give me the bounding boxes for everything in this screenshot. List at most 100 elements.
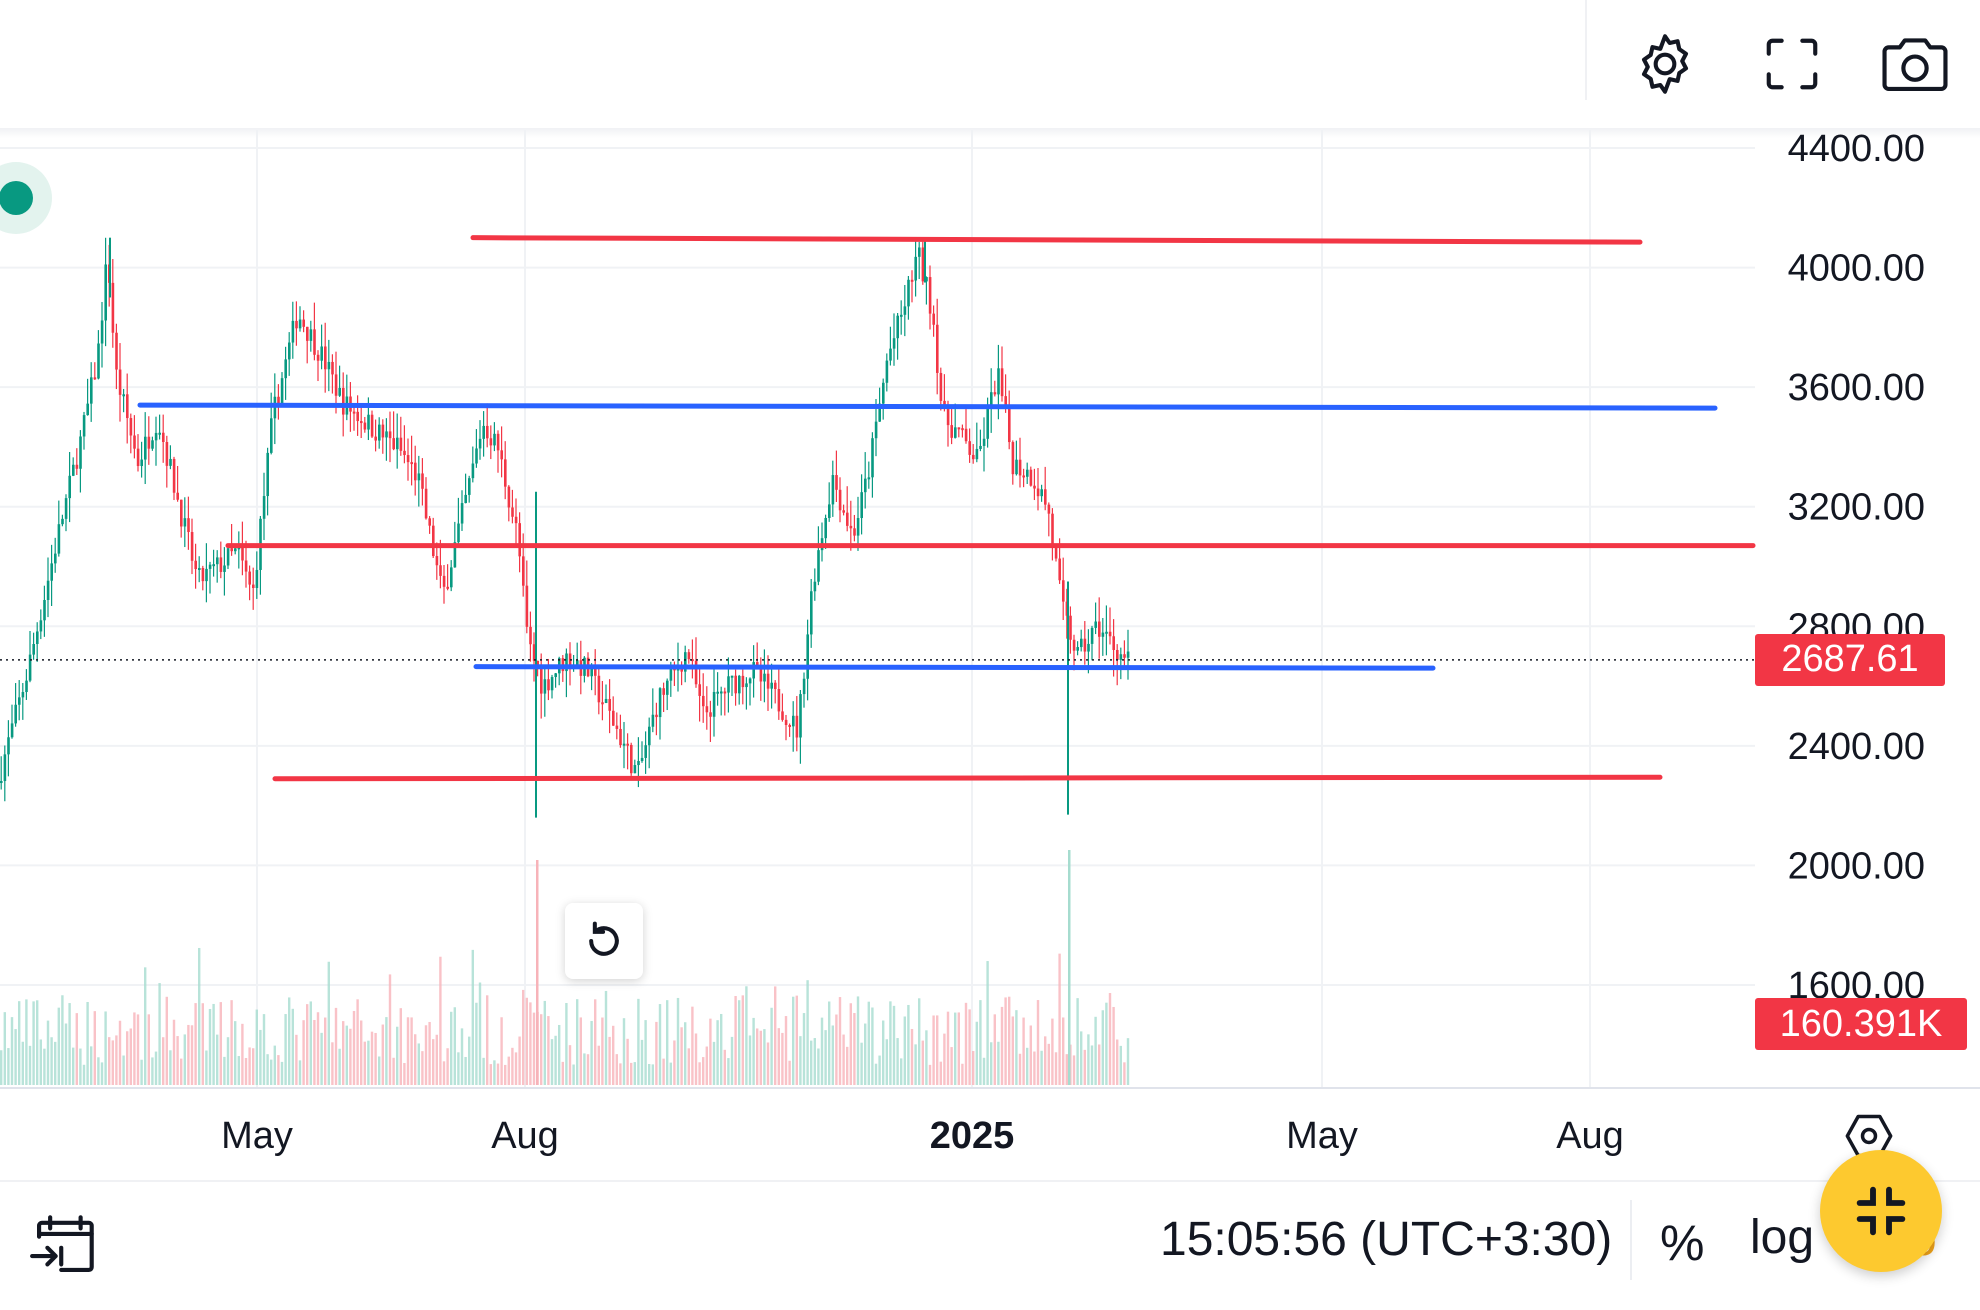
candle-body: [655, 714, 658, 718]
volume-bar: [475, 1002, 478, 1085]
candle-body: [622, 743, 626, 746]
candle-body: [867, 477, 871, 480]
camera-icon[interactable]: [1875, 28, 1955, 100]
candle-body: [846, 512, 849, 526]
horizontal-line[interactable]: [473, 664, 1436, 671]
horizontal-line[interactable]: [470, 235, 1643, 245]
candle-body: [615, 725, 619, 729]
volume-bar: [770, 1007, 773, 1085]
candle-body: [234, 548, 237, 552]
candle-body: [147, 436, 151, 449]
volume-bar: [43, 1048, 46, 1085]
candle-body: [687, 652, 691, 660]
reset-chart-button[interactable]: [565, 903, 643, 979]
candle-body: [532, 644, 536, 661]
volume-bar: [864, 1023, 867, 1085]
candle-body: [522, 556, 525, 586]
candle-body: [914, 256, 917, 281]
candle-body: [813, 581, 817, 592]
volume-bar: [813, 1038, 816, 1085]
candle-body: [802, 678, 806, 695]
candle-body: [43, 599, 46, 621]
horizontal-line[interactable]: [272, 774, 1663, 782]
candle-body: [291, 320, 295, 343]
volume-bar: [108, 1037, 111, 1085]
candle-body: [799, 694, 802, 738]
horizontal-line[interactable]: [137, 402, 1718, 411]
candle-body: [950, 425, 953, 438]
candle-body: [39, 620, 43, 632]
candle-body: [1119, 654, 1123, 660]
volume-bar: [399, 1008, 402, 1085]
volume-bar: [187, 1024, 190, 1085]
candle-body: [1047, 504, 1051, 514]
volume-bar: [302, 1020, 305, 1085]
candle-body: [651, 714, 655, 727]
volume-bar: [964, 1002, 968, 1085]
candle-body: [892, 338, 896, 349]
candle-body: [788, 725, 791, 728]
volume-bar: [72, 1047, 75, 1085]
candle-body: [396, 437, 399, 450]
volume-bar: [518, 1036, 521, 1085]
price-tick-label: 3200.00: [1788, 487, 1925, 529]
candle-body: [54, 553, 57, 564]
candle-body: [817, 550, 820, 582]
candle-body: [925, 277, 928, 282]
volume-bar: [396, 1026, 399, 1085]
candle-body: [252, 584, 255, 588]
candle-body: [468, 478, 471, 495]
candle-body: [1105, 631, 1108, 634]
volume-bar: [536, 860, 539, 1085]
fullscreen-icon[interactable]: [1752, 28, 1832, 100]
volume-bar: [64, 1023, 68, 1085]
volume-bar: [619, 1063, 622, 1085]
volume-bar: [126, 1031, 129, 1085]
volume-bar: [151, 1057, 154, 1085]
candle-body: [165, 441, 169, 466]
volume-bar: [172, 1019, 176, 1085]
volume-bar: [1062, 1017, 1065, 1085]
gear-icon[interactable]: [1625, 28, 1705, 100]
volume-bar: [61, 995, 64, 1085]
volume-bar: [781, 1032, 784, 1085]
candle-body: [666, 680, 669, 695]
volume-bar: [932, 1015, 935, 1085]
candle-body: [770, 682, 773, 689]
candle-body: [230, 548, 233, 552]
volume-bar: [684, 1022, 687, 1085]
candle-body: [597, 675, 601, 703]
volume-bar: [144, 967, 147, 1085]
candle-body: [363, 422, 367, 430]
price-chart[interactable]: 4400.004000.003600.003200.002800.002400.…: [0, 130, 1980, 1180]
candle-body: [889, 348, 892, 361]
candle-body: [864, 478, 867, 493]
volume-bar: [158, 983, 161, 1085]
volume-bar: [561, 1061, 564, 1085]
clock-readout[interactable]: 15:05:56 (UTC+3:30): [1160, 1213, 1613, 1266]
exit-fullscreen-button[interactable]: [1820, 1150, 1942, 1272]
toolbar-separator: [1585, 0, 1587, 100]
candle-body: [414, 462, 417, 481]
candle-body: [406, 455, 410, 463]
volume-bar: [576, 999, 579, 1085]
candle-body: [648, 726, 651, 746]
volume-bar: [918, 998, 921, 1085]
candle-body: [212, 564, 215, 567]
volume-bar: [1036, 1000, 1040, 1085]
candle-body: [511, 507, 514, 517]
candle-body: [28, 654, 32, 681]
candle-body: [306, 326, 309, 341]
candle-body: [748, 678, 752, 684]
percent-scale-toggle[interactable]: %: [1660, 1215, 1705, 1271]
candle-body: [399, 437, 403, 451]
candle-body: [439, 565, 442, 576]
log-scale-toggle[interactable]: log: [1750, 1211, 1815, 1264]
volume-bar: [543, 1000, 546, 1085]
volume-bar: [705, 1046, 708, 1085]
volume-bar: [367, 1040, 370, 1085]
calendar-range-icon[interactable]: [28, 1210, 100, 1280]
candle-body: [1062, 580, 1065, 602]
volume-bar: [212, 1003, 215, 1085]
volume-bar: [363, 1041, 366, 1085]
